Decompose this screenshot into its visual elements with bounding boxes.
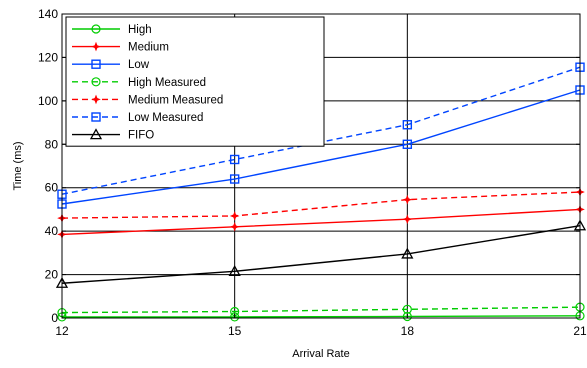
data-point-low [402,139,413,149]
legend-item-medium-measured: Medium Measured [72,94,223,106]
data-point-low-measured [229,154,240,165]
y-tick-label: 140 [38,7,58,21]
y-tick-label: 40 [45,224,59,238]
legend-box [65,16,325,147]
data-point-medium-measured [402,194,413,205]
legend-label-low: Low [128,59,150,71]
series-line-high [62,315,581,318]
legend-item-high: High [72,24,152,36]
legend-item-fifo: FIFO [72,128,154,142]
series-line-medium-measured [61,191,581,219]
legend: High Medium Low High Measured Medium Measure… [65,16,325,147]
series-line-medium [61,208,581,236]
legend-marker-fifo [89,128,103,140]
x-tick-label: 15 [228,324,242,338]
legend-label-high: High [128,24,152,36]
y-tick-label: 60 [45,181,59,195]
legend-item-high-measured: High Measured [72,77,206,89]
data-point-medium [229,221,240,232]
legend-marker-high [91,24,101,34]
data-point-fifo [228,264,241,276]
series-layer [55,62,587,322]
legend-label-medium: Medium [128,42,169,54]
x-tick-label: 21 [573,324,587,338]
data-point-medium-measured [229,211,240,221]
plot-frame [61,13,581,319]
legend-label-low-measured: Low Measured [128,112,203,124]
y-tick-label: 120 [38,50,58,64]
data-point-low-measured [402,120,413,130]
y-tick-label: 0 [51,311,58,325]
data-point-high [402,311,412,322]
y-tick-label: 80 [45,137,59,151]
data-point-low [229,174,240,184]
legend-label-high-measured: High Measured [128,77,206,89]
x-tick-label: 18 [401,324,415,338]
legend-marker-medium [91,41,101,52]
legend-label-fifo: FIFO [128,130,154,142]
data-point-high [230,312,240,322]
y-tick-label: 100 [38,94,58,108]
legend-marker-low [91,59,101,69]
data-point-fifo [401,247,414,259]
series-line-fifo [61,225,581,284]
legend-marker-high-measured [91,77,101,87]
y-axis-label: Time (ms) [12,141,24,190]
legend-item-low: Low [72,59,150,71]
y-tick-label: 20 [45,268,59,282]
data-point-medium [402,214,413,225]
legend-item-medium: Medium [72,42,169,54]
legend-marker-medium-measured [91,94,101,105]
x-tick-label: 12 [55,324,69,338]
data-point-high-measured [402,304,412,314]
tick-layer: 0 20 40 60 80 100 120 140 12 15 18 21 [38,7,587,338]
legend-item-low-measured: Low Measured [72,112,203,124]
series-line-low [61,89,581,205]
x-axis-label: Arrival Rate [292,348,349,360]
legend-marker-low-measured [91,112,101,122]
series-line-high-measured [61,306,581,314]
legend-label-medium-measured: Medium Measured [128,94,223,106]
